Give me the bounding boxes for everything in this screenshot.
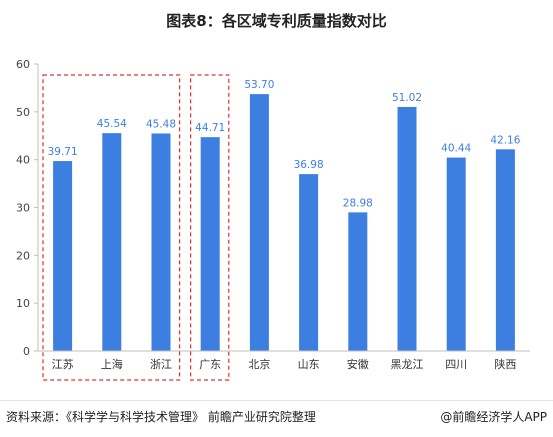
value-label: 39.71 (48, 146, 78, 158)
value-label: 28.98 (343, 197, 373, 209)
bar (348, 212, 368, 351)
bar (495, 149, 515, 351)
bar (446, 157, 466, 351)
x-tick-label: 黑龙江 (391, 358, 424, 371)
bar (151, 133, 171, 351)
x-tick-label: 四川 (445, 358, 467, 371)
footer-divider (0, 400, 553, 401)
brand-credit: @前瞻经济学人APP (440, 410, 547, 424)
y-axis: 0 10 20 30 40 50 60 (16, 58, 39, 358)
value-label: 53.70 (244, 79, 274, 91)
bars (53, 94, 515, 351)
bar (299, 174, 319, 351)
value-label: 44.71 (195, 122, 225, 134)
value-label: 45.48 (146, 118, 176, 130)
y-tick-label: 0 (23, 345, 30, 358)
x-axis: 江苏 上海 浙江 广东 北京 山东 安徽 黑龙江 四川 陕西 (38, 350, 530, 371)
y-tick-label: 10 (16, 297, 30, 310)
highlight-boxes (42, 74, 230, 381)
chart-title: 图表8：各区域专利质量指数对比 (166, 12, 387, 30)
y-tick-label: 30 (16, 202, 30, 215)
bar (53, 161, 73, 351)
x-tick-label: 浙江 (150, 358, 172, 371)
bar (397, 106, 417, 351)
x-tick-label: 陕西 (494, 357, 516, 371)
x-tick-label: 江苏 (52, 358, 74, 371)
x-tick-label: 北京 (248, 357, 270, 371)
value-label: 42.16 (490, 134, 520, 146)
y-tick-label: 20 (16, 249, 30, 262)
value-label: 36.98 (294, 159, 324, 171)
value-labels: 39.71 45.54 45.48 44.71 53.70 36.98 28.98 51.02… (48, 79, 521, 209)
x-tick-label: 上海 (101, 357, 123, 371)
y-tick-label: 50 (16, 106, 30, 119)
bar (249, 94, 269, 351)
x-tick-label: 安徽 (347, 357, 369, 371)
y-tick-label: 40 (16, 154, 30, 167)
x-tick-label: 山东 (298, 358, 320, 371)
value-label: 40.44 (441, 143, 471, 155)
x-tick-label: 广东 (199, 358, 221, 371)
highlight-box (42, 74, 181, 381)
bar (200, 137, 220, 351)
value-label: 51.02 (392, 92, 422, 104)
highlight-box (190, 74, 230, 381)
value-label: 45.54 (97, 118, 127, 130)
y-tick-label: 60 (16, 58, 30, 71)
source-note: 资料来源：《科学学与科学技术管理》 前瞻产业研究院整理 (6, 410, 316, 424)
bar (102, 133, 122, 351)
